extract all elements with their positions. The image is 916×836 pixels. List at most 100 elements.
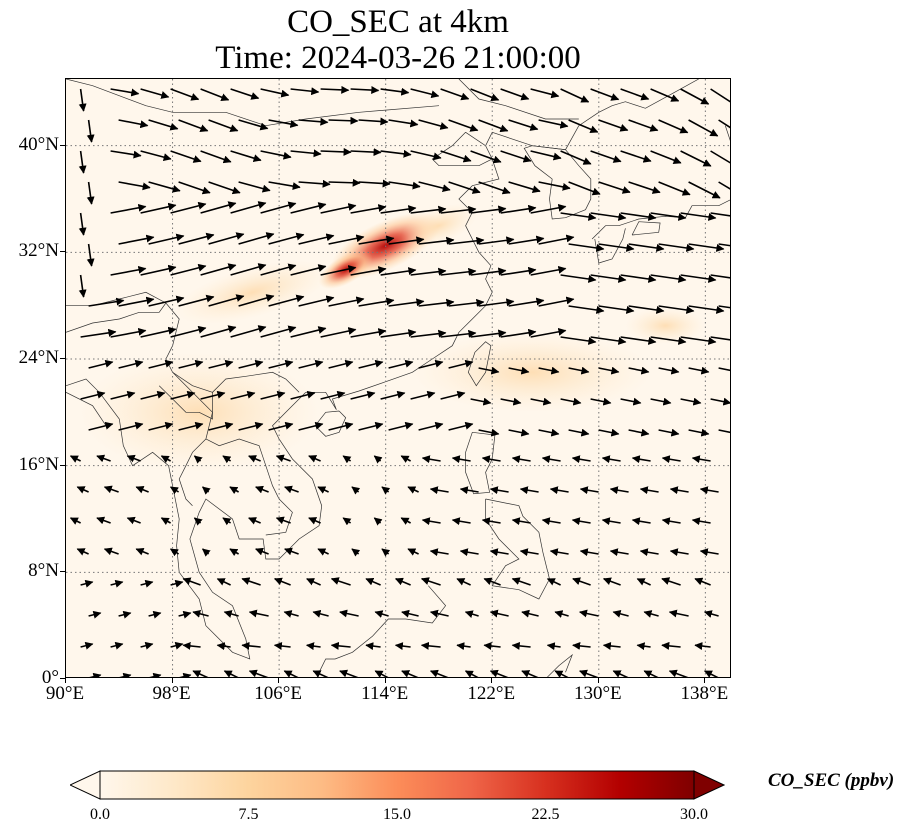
wind-vector-arrow [508, 366, 530, 375]
wind-vector-arrow [418, 119, 449, 130]
wind-vector-arrow [306, 642, 321, 651]
wind-vector-arrow [80, 579, 94, 588]
wind-vector-arrow [440, 267, 477, 276]
wind-vector-arrow [511, 577, 531, 586]
wind-vector-arrow [170, 390, 196, 400]
wind-vector-arrow [549, 548, 569, 557]
wind-vector-arrow [170, 579, 184, 588]
wind-vector-arrow [620, 274, 657, 283]
lon-tick-mark [597, 678, 599, 683]
wind-vector-arrow [500, 266, 537, 276]
wind-vector-arrow [568, 305, 605, 314]
wind-vector-arrow [631, 455, 651, 464]
wind-vector-arrow [631, 517, 651, 526]
wind-vector-arrow [530, 150, 562, 161]
wind-vector-arrow [312, 670, 329, 677]
wind-vector-arrow [248, 609, 269, 618]
wind-vector-arrow [451, 517, 471, 526]
wind-vector-arrow [538, 119, 569, 129]
wind-vector-arrow [456, 578, 471, 586]
wind-vector-arrow [470, 88, 500, 102]
coastline-segment [467, 341, 492, 387]
wind-vector-arrow [650, 212, 687, 221]
wind-vector-arrow [119, 672, 132, 677]
wind-vector-arrow [320, 147, 352, 156]
map-plot-area[interactable] [65, 78, 731, 678]
wind-vector-arrow [178, 294, 215, 307]
gridlines [66, 79, 730, 677]
wind-vector-arrow [298, 295, 335, 307]
wind-vector-arrow [440, 390, 466, 400]
wind-vector-arrow [546, 578, 561, 586]
wind-vector-arrow [511, 641, 531, 650]
wind-vector-arrow [238, 421, 264, 431]
coastline-segment [458, 79, 579, 120]
wind-vector-arrow [508, 428, 530, 437]
wind-vector-arrow [560, 88, 590, 103]
wind-vector-arrow [200, 390, 226, 400]
wind-vector-arrow [459, 548, 479, 557]
wind-vector-arrow [350, 328, 387, 338]
wind-vector-arrow [216, 642, 231, 651]
wind-vector-arrow [342, 517, 352, 526]
coastline-segment [66, 391, 107, 426]
wind-vector-arrow [149, 672, 162, 677]
wind-vector-arrow [308, 517, 321, 525]
wind-vector-arrow [320, 390, 346, 400]
lat-tick-mark [60, 358, 65, 359]
wind-vector-arrow [76, 486, 89, 494]
wind-vector-arrow [418, 421, 444, 431]
wind-vector-arrow [103, 547, 119, 556]
wind-vector-arrow [598, 305, 635, 314]
colorbar-extend-max [693, 770, 726, 800]
coastline-segment [66, 79, 440, 127]
wind-vector-arrow [489, 609, 509, 618]
wind-vector-arrow [429, 669, 449, 677]
wind-vector-arrow [628, 243, 665, 252]
wind-vector-arrow [650, 274, 687, 283]
lon-tick-label: 114°E [361, 683, 409, 704]
wind-vector-arrow [612, 670, 629, 677]
wind-vector-arrow [118, 119, 149, 129]
wind-vector-arrow [248, 517, 261, 525]
lon-tick-mark [384, 678, 386, 683]
wind-vector-arrow [200, 263, 237, 276]
wind-vector-arrow [193, 455, 203, 464]
wind-vector-arrow [418, 359, 444, 369]
wind-vector-arrow [688, 428, 710, 437]
wind-vector-arrow [407, 548, 419, 556]
wind-vector-arrow [508, 297, 545, 307]
wind-vector-arrow [148, 295, 185, 307]
wind-vector-arrow [680, 274, 717, 283]
wind-vector-arrow [248, 669, 269, 677]
wind-vector-arrow [688, 119, 719, 137]
wind-vector-arrow [350, 86, 380, 95]
wind-vector-arrow [320, 265, 357, 276]
map-svg [66, 79, 730, 677]
wind-vector-arrow [658, 181, 691, 196]
wind-vector-arrow [549, 486, 569, 495]
wind-vector-arrow [388, 236, 425, 245]
wind-vector-arrow [470, 267, 507, 276]
wind-vector-arrow [86, 243, 95, 267]
wind-vector-arrow [669, 486, 689, 495]
wind-vector-arrow [554, 610, 569, 618]
wind-vector-arrow [216, 578, 231, 586]
wind-vector-arrow [628, 305, 665, 314]
wind-vector-arrow [636, 578, 651, 586]
wind-vector-arrow [273, 577, 291, 586]
lon-tick-label: 98°E [152, 683, 191, 704]
wind-vector-arrow [598, 428, 620, 437]
wind-vector-arrow [410, 267, 447, 276]
wind-vector-arrow [170, 263, 207, 276]
wind-vector-arrow [718, 305, 730, 309]
wind-vector-arrow [178, 181, 211, 195]
wind-vector-arrow [178, 232, 215, 245]
wind-vector-arrow [658, 119, 689, 134]
wind-vector-arrow [110, 265, 147, 276]
wind-vector-arrow [568, 181, 601, 196]
wind-vector-arrow [568, 366, 590, 375]
wind-vector-arrow [478, 428, 500, 437]
wind-vector-arrow [718, 367, 730, 372]
wind-vector-arrow [118, 421, 144, 431]
